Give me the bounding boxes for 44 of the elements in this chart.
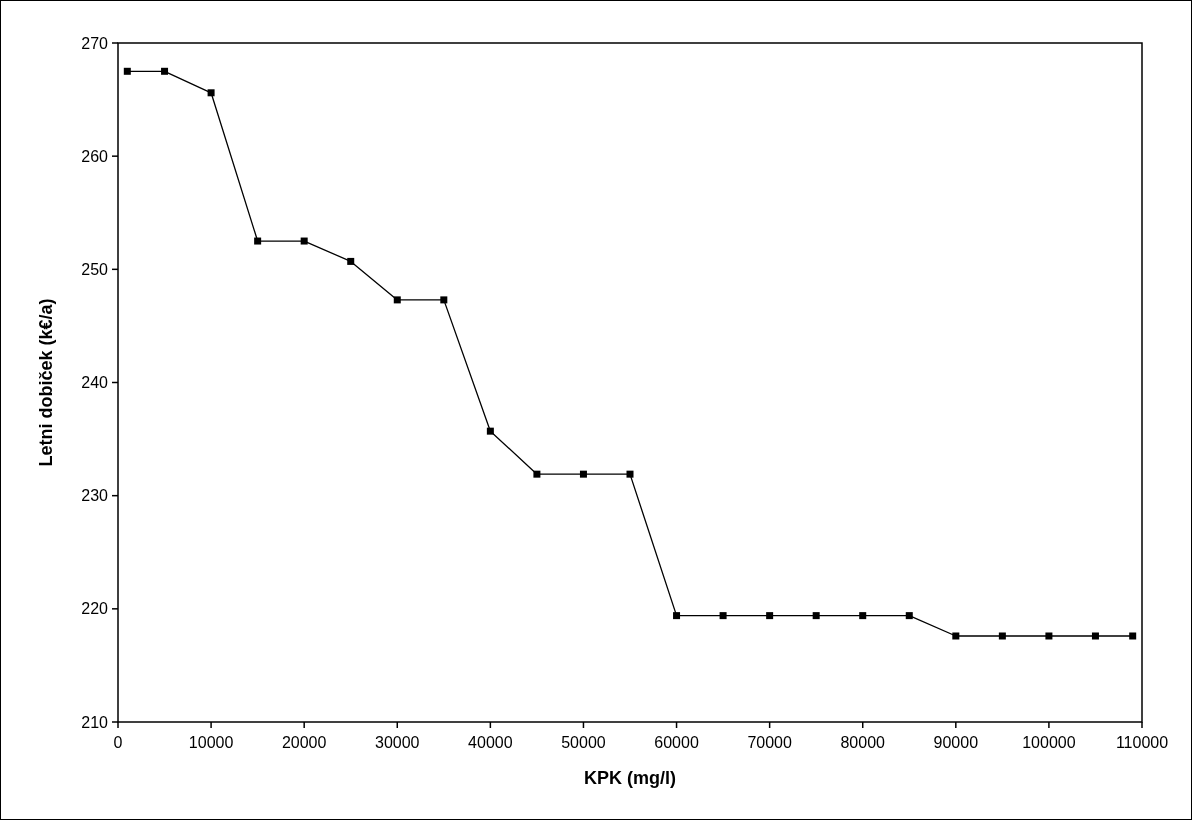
x-tick-label: 100000 (1022, 734, 1076, 751)
y-tick-label: 240 (81, 374, 109, 392)
y-tick-label: 210 (81, 713, 109, 731)
point (673, 612, 681, 620)
point (393, 296, 401, 304)
point (347, 257, 355, 265)
point (812, 612, 820, 620)
point (300, 237, 308, 245)
point (1129, 632, 1137, 640)
x-tick-label: 0 (113, 734, 123, 751)
y-tick-label: 270 (81, 34, 109, 52)
x-tick-label: 70000 (747, 734, 792, 751)
y-tick-label: 250 (81, 260, 109, 278)
x-tick-label: 10000 (188, 734, 234, 751)
y-tick-label: 230 (81, 487, 109, 505)
x-tick-label: 80000 (840, 734, 886, 751)
y-tick-label: 220 (81, 600, 109, 618)
point (1091, 632, 1099, 640)
point (905, 612, 913, 620)
y-axis-title: Letni dobiček (k€/a) (36, 298, 56, 467)
point (766, 612, 774, 620)
point (952, 632, 960, 640)
point (161, 67, 169, 75)
point (207, 89, 215, 97)
x-tick-label: 90000 (933, 734, 979, 751)
point (254, 237, 262, 245)
point (486, 427, 494, 435)
x-tick-label: 40000 (468, 734, 513, 751)
point (719, 612, 727, 620)
x-tick-label: 50000 (561, 734, 606, 751)
point (1045, 632, 1053, 640)
x-tick-label: 20000 (281, 734, 327, 751)
x-tick-label: 110000 (1115, 734, 1169, 751)
x-tick-label: 30000 (375, 734, 420, 751)
point (998, 632, 1006, 640)
x-tick-label: 60000 (654, 734, 699, 751)
point (440, 296, 448, 304)
point (626, 470, 634, 478)
point (533, 470, 541, 478)
x-axis-title: KPK (mg/l) (584, 768, 676, 788)
point (123, 67, 131, 75)
point (579, 470, 587, 478)
y-tick-label: 260 (81, 147, 109, 165)
point (859, 612, 867, 620)
